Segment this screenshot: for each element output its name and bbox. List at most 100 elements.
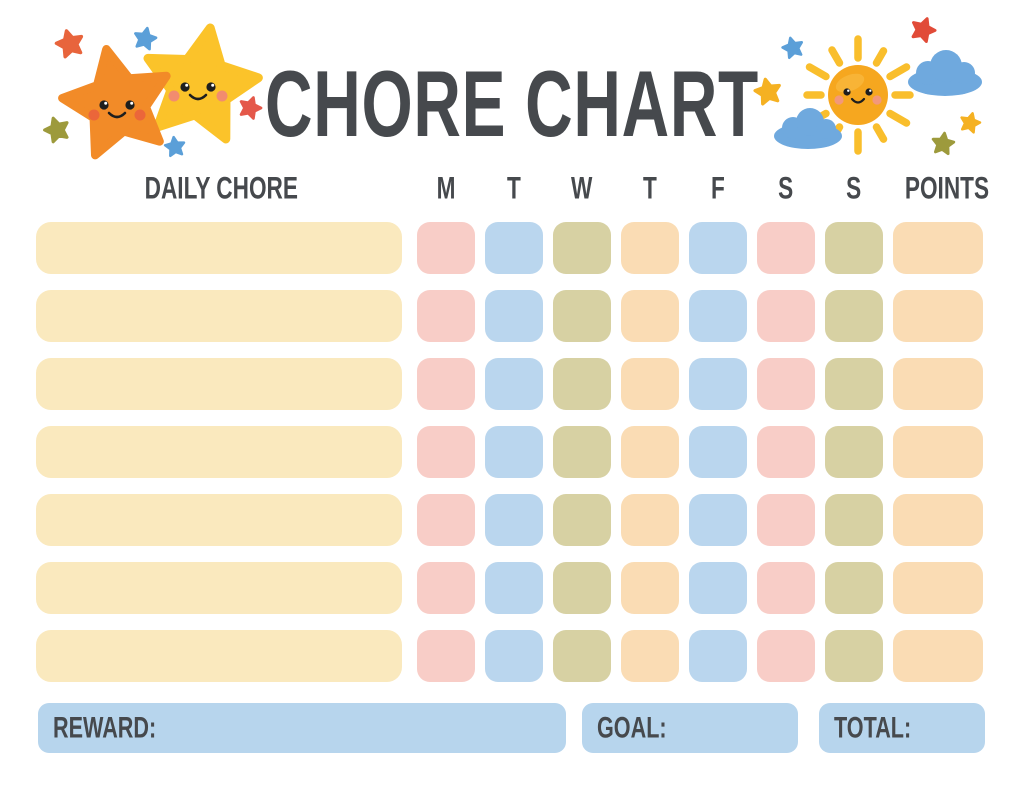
- day-header-sun: S: [825, 171, 883, 206]
- day-cell-row3-sun[interactable]: [825, 358, 883, 410]
- day-cell-row6-thu[interactable]: [621, 562, 679, 614]
- daily-chore-header: DAILY CHORE: [36, 171, 407, 206]
- day-cell-row7-wed[interactable]: [553, 630, 611, 682]
- reward-box[interactable]: REWARD:: [38, 703, 566, 753]
- small-red-star-icon: [907, 13, 940, 45]
- stars-decoration: [40, 8, 278, 172]
- day-cell-row5-thu[interactable]: [621, 494, 679, 546]
- day-cell-row3-fri[interactable]: [689, 358, 747, 410]
- day-cell-row1-wed[interactable]: [553, 222, 611, 274]
- day-cell-row3-wed[interactable]: [553, 358, 611, 410]
- day-header-label: M: [436, 171, 456, 206]
- chore-name-cell-row3[interactable]: [36, 358, 402, 410]
- day-cell-row2-sat[interactable]: [757, 290, 815, 342]
- day-cell-row2-tue[interactable]: [485, 290, 543, 342]
- total-label: TOTAL:: [834, 711, 912, 744]
- day-cell-row2-fri[interactable]: [689, 290, 747, 342]
- orange-star-icon: [54, 38, 179, 159]
- day-cell-row6-wed[interactable]: [553, 562, 611, 614]
- day-cell-row7-thu[interactable]: [621, 630, 679, 682]
- points-cell-row3[interactable]: [893, 358, 983, 410]
- day-cell-row2-sun[interactable]: [825, 290, 883, 342]
- day-cell-row5-sat[interactable]: [757, 494, 815, 546]
- page-title: CHORE CHART: [265, 51, 759, 156]
- day-header-label: S: [778, 171, 794, 206]
- column-headers: DAILY CHORE M T W T F S S POINTS: [36, 171, 990, 206]
- day-header-mon: M: [417, 171, 475, 206]
- points-cell-row5[interactable]: [893, 494, 983, 546]
- chore-grid: [36, 222, 989, 682]
- chore-name-cell-row4[interactable]: [36, 426, 402, 478]
- small-blue-star-icon: [779, 34, 807, 60]
- day-cell-row4-tue[interactable]: [485, 426, 543, 478]
- day-cell-row2-thu[interactable]: [621, 290, 679, 342]
- day-cell-row7-mon[interactable]: [417, 630, 475, 682]
- day-cell-row7-sat[interactable]: [757, 630, 815, 682]
- day-cell-row1-fri[interactable]: [689, 222, 747, 274]
- day-header-label: S: [846, 171, 862, 206]
- day-cell-row1-sat[interactable]: [757, 222, 815, 274]
- sun-icon: [828, 65, 888, 125]
- chore-name-cell-row1[interactable]: [36, 222, 402, 274]
- chore-name-cell-row5[interactable]: [36, 494, 402, 546]
- day-cell-row1-mon[interactable]: [417, 222, 475, 274]
- day-header-label: W: [571, 171, 593, 206]
- day-cell-row7-sun[interactable]: [825, 630, 883, 682]
- chore-name-cell-row6[interactable]: [36, 562, 402, 614]
- day-cell-row2-mon[interactable]: [417, 290, 475, 342]
- day-cell-row6-tue[interactable]: [485, 562, 543, 614]
- day-header-sat: S: [757, 171, 815, 206]
- reward-label: REWARD:: [53, 711, 157, 744]
- day-cell-row4-thu[interactable]: [621, 426, 679, 478]
- day-cell-row7-tue[interactable]: [485, 630, 543, 682]
- points-cell-row4[interactable]: [893, 426, 983, 478]
- day-cell-row4-wed[interactable]: [553, 426, 611, 478]
- day-header-tue: T: [485, 171, 543, 206]
- chore-name-cell-row2[interactable]: [36, 290, 402, 342]
- cloud-icon: [908, 50, 982, 96]
- day-cell-row6-mon[interactable]: [417, 562, 475, 614]
- day-cell-row4-fri[interactable]: [689, 426, 747, 478]
- small-red-star-icon: [52, 25, 88, 60]
- day-cell-row1-tue[interactable]: [485, 222, 543, 274]
- day-cell-row5-mon[interactable]: [417, 494, 475, 546]
- total-box[interactable]: TOTAL:: [819, 703, 985, 753]
- day-cell-row4-sun[interactable]: [825, 426, 883, 478]
- day-cell-row3-mon[interactable]: [417, 358, 475, 410]
- day-cell-row2-wed[interactable]: [553, 290, 611, 342]
- points-cell-row1[interactable]: [893, 222, 983, 274]
- small-olive-star-icon: [930, 130, 957, 156]
- sun-clouds-decoration: [751, 13, 984, 156]
- cloud-icon: [774, 108, 842, 149]
- small-blue-star-icon: [131, 24, 159, 52]
- day-header-label: T: [643, 171, 657, 206]
- yellow-star-icon: [136, 18, 265, 143]
- points-header-label: POINTS: [904, 171, 990, 206]
- day-cell-row5-fri[interactable]: [689, 494, 747, 546]
- goal-box[interactable]: GOAL:: [582, 703, 798, 753]
- day-cell-row1-thu[interactable]: [621, 222, 679, 274]
- points-cell-row7[interactable]: [893, 630, 983, 682]
- day-cell-row6-fri[interactable]: [689, 562, 747, 614]
- day-header-thu: T: [621, 171, 679, 206]
- points-cell-row6[interactable]: [893, 562, 983, 614]
- day-cell-row3-tue[interactable]: [485, 358, 543, 410]
- day-header-fri: F: [689, 171, 747, 206]
- day-cell-row6-sun[interactable]: [825, 562, 883, 614]
- day-cell-row4-mon[interactable]: [417, 426, 475, 478]
- day-header-wed: W: [553, 171, 611, 206]
- day-cell-row3-thu[interactable]: [621, 358, 679, 410]
- goal-label: GOAL:: [597, 711, 667, 744]
- day-cell-row4-sat[interactable]: [757, 426, 815, 478]
- day-cell-row5-tue[interactable]: [485, 494, 543, 546]
- day-cell-row3-sat[interactable]: [757, 358, 815, 410]
- chore-name-cell-row7[interactable]: [36, 630, 402, 682]
- day-cell-row1-sun[interactable]: [825, 222, 883, 274]
- day-cell-row7-fri[interactable]: [689, 630, 747, 682]
- day-cell-row5-sun[interactable]: [825, 494, 883, 546]
- day-header-label: F: [711, 171, 725, 206]
- day-cell-row6-sat[interactable]: [757, 562, 815, 614]
- day-cell-row5-wed[interactable]: [553, 494, 611, 546]
- points-cell-row2[interactable]: [893, 290, 983, 342]
